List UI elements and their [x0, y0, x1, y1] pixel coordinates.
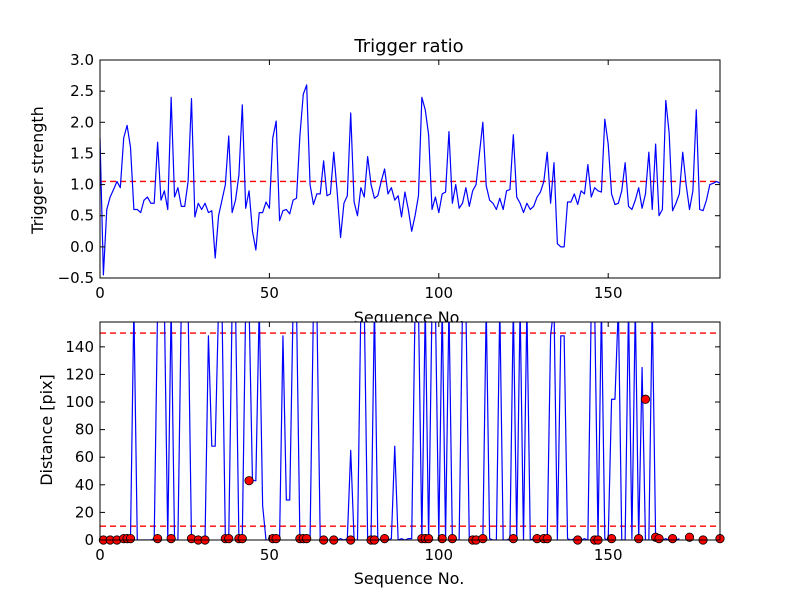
- y-tick-label: 1.0: [70, 176, 94, 194]
- x-tick-label: 0: [95, 284, 105, 302]
- data-point-marker: [224, 534, 234, 544]
- y-tick-label: 20: [75, 503, 94, 521]
- data-point-marker: [244, 476, 254, 486]
- data-point-marker: [302, 534, 312, 544]
- x-tick-label: 50: [260, 546, 279, 564]
- x-tick-label: 0: [95, 546, 105, 564]
- data-point-marker: [125, 534, 136, 544]
- data-point-marker: [424, 534, 434, 544]
- data-point-marker: [508, 534, 518, 544]
- x-tick-label: 150: [594, 546, 623, 564]
- data-point-marker: [542, 534, 552, 544]
- x-tick-label: 100: [424, 546, 453, 564]
- data-point-marker: [152, 534, 163, 544]
- top-y-axis-label: Trigger strength: [28, 106, 47, 235]
- y-tick-label: 0.0: [70, 238, 94, 256]
- axes-frame: [99, 321, 721, 541]
- y-tick-label: 2.5: [70, 82, 94, 100]
- plot-layer: [100, 322, 720, 540]
- data-point-marker: [606, 534, 617, 544]
- y-tick-label: 0: [84, 531, 94, 549]
- data-point-marker: [640, 394, 651, 404]
- data-point-marker: [237, 534, 247, 544]
- data-point-marker: [437, 534, 447, 544]
- data-point-marker: [478, 534, 488, 544]
- data-series-line: [100, 84, 720, 276]
- y-tick-label: 60: [75, 448, 94, 466]
- y-tick-label: 3.0: [70, 51, 94, 69]
- data-point-marker: [166, 534, 176, 544]
- data-point-marker: [667, 534, 678, 544]
- y-tick-label: 1.5: [70, 144, 94, 162]
- x-tick-label: 150: [594, 284, 623, 302]
- data-point-marker: [271, 534, 281, 544]
- y-tick-label: 100: [65, 393, 94, 411]
- y-tick-label: 120: [65, 365, 94, 383]
- data-series-line: [100, 322, 680, 540]
- plot-area: [100, 60, 720, 278]
- y-tick-label: 2.0: [70, 113, 94, 131]
- chart-trigger-ratio: 0 50 100 150 −0.5 0.0 0.5 1.0 1.5 2.0 2.5 3.0: [58, 51, 721, 302]
- data-point-marker: [379, 534, 390, 544]
- bottom-x-axis-label: Sequence No.: [354, 569, 465, 588]
- data-point-marker: [447, 534, 457, 544]
- data-point-marker: [684, 532, 695, 542]
- y-tick-label: 80: [75, 421, 94, 439]
- axes-frame: [99, 59, 721, 279]
- y-tick-label: 40: [75, 476, 94, 494]
- chart-distance: 0 50 100 150 0 20 40 60 80 100 120 140: [65, 321, 725, 564]
- data-point-marker: [654, 534, 664, 544]
- x-tick-label: 100: [424, 284, 453, 302]
- data-point-marker: [634, 534, 644, 544]
- plot-layer: [100, 84, 720, 276]
- x-tick-label: 50: [260, 284, 279, 302]
- y-tick-label: −0.5: [58, 269, 94, 287]
- bottom-y-axis-label: Distance [pix]: [37, 374, 56, 486]
- y-tick-label: 0.5: [70, 207, 94, 225]
- chart-title: Trigger ratio: [353, 36, 463, 57]
- y-tick-label: 140: [65, 338, 94, 356]
